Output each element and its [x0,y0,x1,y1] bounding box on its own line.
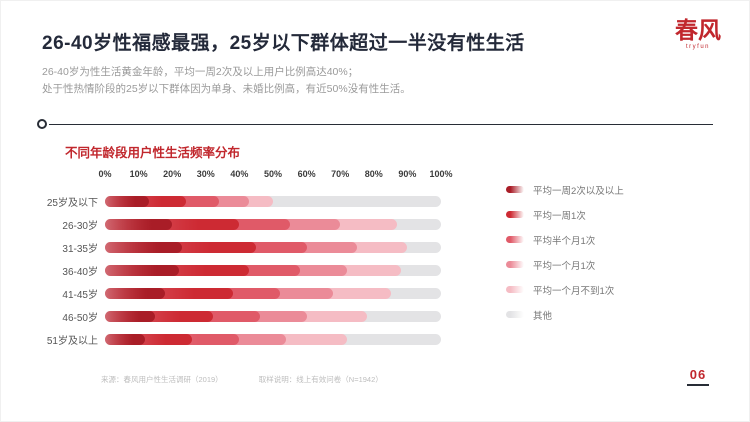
subtitle-line-1: 26-40岁为性生活黄金年龄，平均一周2次及以上用户比例高达40%； [42,66,359,78]
bar-row: 46-50岁 [41,305,481,328]
legend-item: 平均一个月1次 [506,252,624,277]
bar-row: 51岁及以上 [41,328,481,351]
axis-tick: 80% [364,169,383,179]
axis-tick: 20% [163,169,182,179]
axis-tick: 40% [230,169,249,179]
bar-segment [105,334,146,345]
section-divider [37,119,713,129]
legend-swatch-icon [506,211,524,218]
age-label: 36-40岁 [62,267,98,278]
age-label: 31-35岁 [62,244,98,255]
chart-rows: 25岁及以下 26-30岁 31-35岁 36-40岁 41-45岁 46-50岁 51岁及… [41,190,481,351]
legend-label: 平均一个月不到1次 [533,285,615,297]
bar-segment [105,265,179,276]
axis-tick: 90% [398,169,417,179]
axis-tick: 70% [331,169,350,179]
axis-tick: 0% [98,169,112,179]
legend-label: 平均一个月1次 [533,260,596,272]
chart-legend: 平均一周2次以及以上 平均一周1次 平均半个月1次 平均一个月1次平均一个月不到1次其… [506,177,624,327]
bar-segment [105,311,156,322]
brand-logo: 春风 tryfun [675,19,721,50]
page-number-underline [687,384,709,386]
legend-swatch-icon [506,261,524,268]
page-title: 26-40岁性福感最强，25岁以下群体超过一半没有性生活 [42,33,525,54]
stacked-bar-chart: 0% 10% 20% 30% 40% 50% 60% 70% 80% 90% 100% 25岁及以下… [41,169,481,351]
bar-row: 41-45岁 [41,282,481,305]
brand-logo-characters: 春风 [675,17,721,44]
legend-item: 平均一周2次以及以上 [506,177,624,202]
legend-label: 平均一周2次以及以上 [533,185,624,197]
bar-track [105,334,441,345]
bar-segment [105,219,240,230]
axis-tick: 100% [429,169,453,179]
legend-swatch-icon [506,286,524,293]
bar-track [105,219,441,230]
source-notes: 来源：春风用户性生活调研（2019） 取样说明：线上有效问卷（N=1942） [101,374,383,385]
bar-segment [105,334,193,345]
legend-label: 平均一周1次 [533,210,586,222]
subtitle-line-2: 处于性热情阶段的25岁以下群体因为单身、未婚比例高，有近50%没有性生活。 [42,83,411,95]
legend-swatch-icon [506,311,524,318]
source-note-1: 来源：春风用户性生活调研（2019） [101,375,223,384]
legend-label: 平均半个月1次 [533,235,596,247]
divider-dot-icon [37,119,47,129]
bar-segment [105,219,173,230]
age-label: 26-30岁 [62,221,98,232]
source-note-2: 取样说明：线上有效问卷（N=1942） [258,375,383,384]
bar-segment [105,288,233,299]
brand-logo-subtext: tryfun [685,44,710,50]
age-label: 46-50岁 [62,313,98,324]
bar-segment [105,242,183,253]
age-label: 41-45岁 [62,290,98,301]
axis-tick: 30% [196,169,215,179]
axis-tick: 50% [263,169,283,179]
age-label: 25岁及以下 [46,198,98,209]
page-number: 06 [687,367,709,386]
legend-swatch-icon [506,186,524,193]
bar-track [105,242,441,253]
bar-track [105,196,441,207]
divider-line [49,123,713,125]
legend-label: 其他 [533,310,553,322]
legend-item: 其他 [506,302,624,327]
bar-row: 36-40岁 [41,259,481,282]
axis-tick: 60% [297,169,316,179]
bar-row: 25岁及以下 [41,190,481,213]
legend-item: 平均半个月1次 [506,227,624,252]
bar-track [105,311,441,322]
legend-swatch-icon [506,236,524,243]
bar-segment [105,288,166,299]
x-axis: 0% 10% 20% 30% 40% 50% 60% 70% 80% 90% 100% [98,169,452,183]
bar-track [105,288,441,299]
bar-row: 31-35岁 [41,236,481,259]
bar-segment [105,196,149,207]
page-number-value: 06 [689,367,707,382]
bar-row: 26-30岁 [41,213,481,236]
legend-item: 平均一个月不到1次 [506,277,624,302]
bar-segment [105,196,441,207]
bar-segment [105,311,213,322]
axis-tick: 10% [129,169,148,179]
chart-title: 不同年龄段用户性生活频率分布 [65,146,241,160]
legend-item: 平均一周1次 [506,202,624,227]
bar-track [105,265,441,276]
age-label: 51岁及以上 [46,336,98,347]
